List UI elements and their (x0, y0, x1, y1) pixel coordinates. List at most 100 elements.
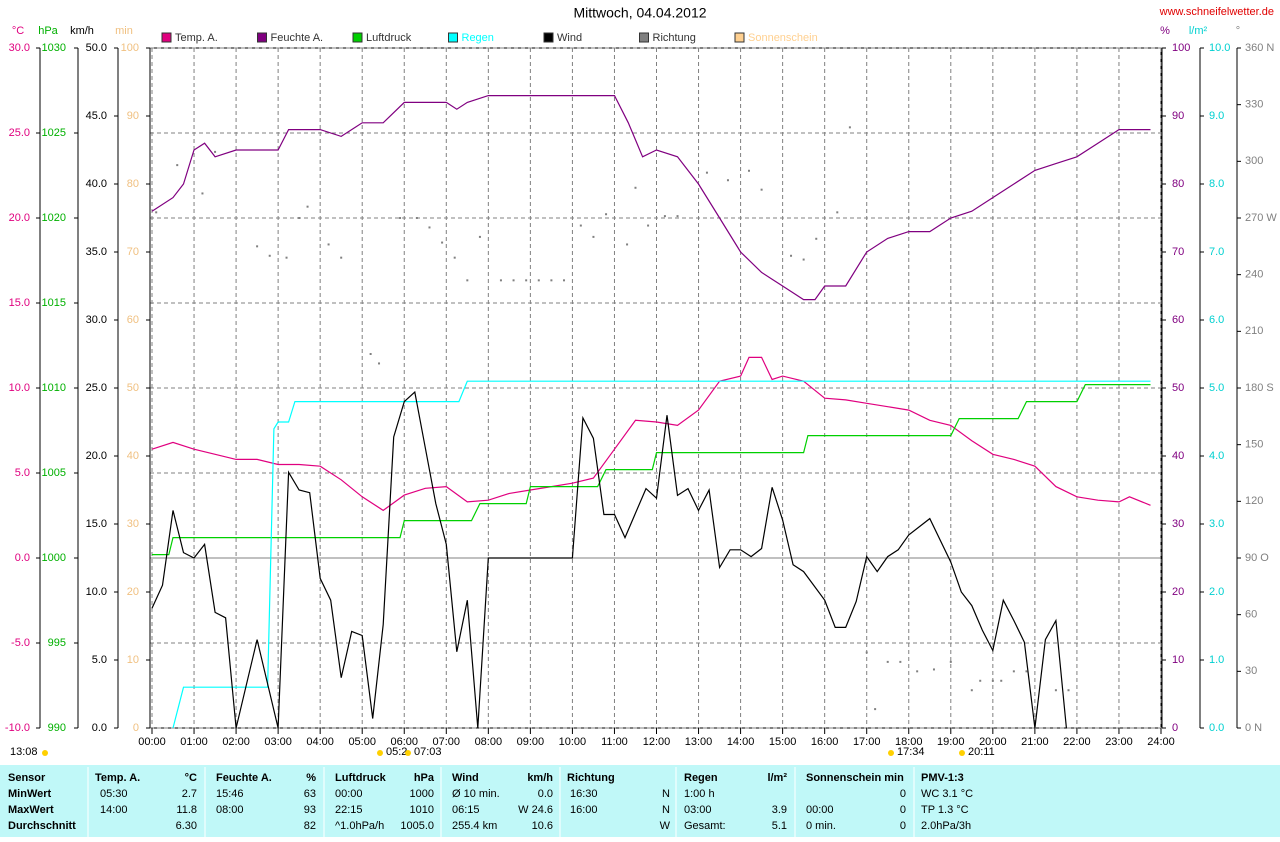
x-tick-label: 23:00 (1105, 736, 1133, 748)
table-header: Sensor (8, 772, 46, 784)
direction-dot (268, 254, 271, 257)
y-tick-label: 20 (1172, 586, 1184, 598)
direction-dot (932, 668, 935, 671)
y-tick-label: 5.0 (1209, 382, 1224, 394)
y-tick-label: 150 (1245, 439, 1263, 451)
source-link[interactable]: www.schneifelwetter.de (1159, 6, 1274, 18)
y-tick-label: 0 N (1245, 722, 1262, 734)
direction-dot (201, 192, 204, 195)
x-tick-label: 04:00 (306, 736, 334, 748)
y-tick-label: 40 (127, 450, 139, 462)
direction-dot (214, 150, 217, 153)
direction-dot (256, 245, 259, 248)
x-tick-label: 16:00 (811, 736, 839, 748)
series-line (152, 384, 1151, 556)
y-tick-label: 1015 (42, 297, 66, 309)
table-cell: 05:30 (100, 788, 128, 800)
series-line (151, 95, 1151, 301)
direction-dot (340, 256, 343, 259)
table-cell: 0.0 (538, 788, 553, 800)
table-cell: WC 3.1 °C (921, 788, 973, 800)
direction-dot (970, 689, 973, 692)
y-tick-label: 210 (1245, 325, 1263, 337)
y-tick-label: 1.0 (1209, 654, 1224, 666)
y-tick-label: 60 (1172, 314, 1184, 326)
table-cell: 1005.0 (400, 820, 434, 832)
direction-dot (378, 362, 381, 365)
y-tick-label: 9.0 (1209, 110, 1224, 122)
table-cell: 0 (900, 804, 906, 816)
sun-icon (377, 750, 383, 756)
table-header: km/h (527, 772, 553, 784)
y-tick-label: 35.0 (86, 246, 107, 258)
table-cell: 1000 (410, 788, 434, 800)
x-tick-label: 06:00 (390, 736, 418, 748)
table-header: Richtung (567, 772, 615, 784)
table-cell: 06:15 (452, 804, 480, 816)
direction-dot (802, 258, 805, 261)
y-tick-label: 20.0 (86, 450, 107, 462)
table-cell: 82 (304, 820, 316, 832)
y-tick-label: 15.0 (86, 518, 107, 530)
direction-dot (466, 279, 469, 282)
direction-dot (815, 237, 818, 240)
table-cell: 22:15 (335, 804, 363, 816)
chart-title: Mittwoch, 04.04.2012 (573, 5, 706, 21)
direction-dot (415, 217, 418, 219)
x-tick-label: 22:00 (1063, 736, 1091, 748)
table-header: hPa (414, 772, 435, 784)
y-tick-label: 50.0 (86, 42, 107, 54)
x-tick-label: 19:00 (937, 736, 965, 748)
y-tick-label: 90 (1172, 110, 1184, 122)
y-tick-label: 20 (127, 586, 139, 598)
table-header: Feuchte A. (216, 772, 272, 784)
table-cell: N (662, 788, 670, 800)
table-cell: 93 (304, 804, 316, 816)
sun-time: 20:11 (968, 746, 995, 758)
direction-dot (155, 211, 158, 214)
direction-dot (1012, 670, 1015, 673)
legend-label: Feuchte A. (271, 32, 324, 44)
y-tick-label: 995 (48, 637, 66, 649)
table-cell: W (660, 820, 671, 832)
y-tick-label: 50 (1172, 382, 1184, 394)
legend-label: Sonnenschein (748, 32, 818, 44)
table-cell: 2.7 (182, 788, 197, 800)
sun-time: 07:03 (414, 746, 442, 758)
axis-unit: % (1160, 25, 1170, 37)
table-cell: 16:30 (570, 788, 598, 800)
direction-dot (626, 243, 629, 246)
y-tick-label: 70 (1172, 246, 1184, 258)
direction-dot (865, 651, 868, 654)
table-cell: 3.9 (772, 804, 787, 816)
table-cell: N (662, 804, 670, 816)
table-background (0, 765, 1280, 837)
sun-icon (959, 750, 965, 756)
y-tick-label: 10.0 (86, 586, 107, 598)
table-cell: 14:00 (100, 804, 128, 816)
x-tick-label: 01:00 (180, 736, 208, 748)
x-tick-label: 02:00 (222, 736, 250, 748)
legend-swatch (161, 32, 172, 43)
table-cell: 16:00 (570, 804, 598, 816)
y-tick-label: 40 (1172, 450, 1184, 462)
x-tick-label: 09:00 (517, 736, 545, 748)
x-tick-label: 14:00 (727, 736, 755, 748)
legend-label: Luftdruck (366, 32, 412, 44)
table-cell: 255.4 km (452, 820, 497, 832)
table-cell: 1010 (410, 804, 434, 816)
direction-dot (949, 660, 952, 663)
y-tick-label: 10 (1172, 654, 1184, 666)
sun-time: 17:34 (897, 746, 925, 758)
axis-unit: l/m² (1189, 25, 1208, 37)
direction-dot (550, 279, 553, 282)
y-tick-label: 100 (1172, 42, 1190, 54)
y-tick-label: 70 (127, 246, 139, 258)
y-tick-label: 6.0 (1209, 314, 1224, 326)
table-cell: 1:00 h (684, 788, 715, 800)
table-cell: 10.6 (532, 820, 553, 832)
y-tick-label: 5.0 (92, 654, 107, 666)
y-tick-label: 2.0 (1209, 586, 1224, 598)
y-tick-label: 8.0 (1209, 178, 1224, 190)
table-cell: 11.8 (176, 804, 197, 816)
